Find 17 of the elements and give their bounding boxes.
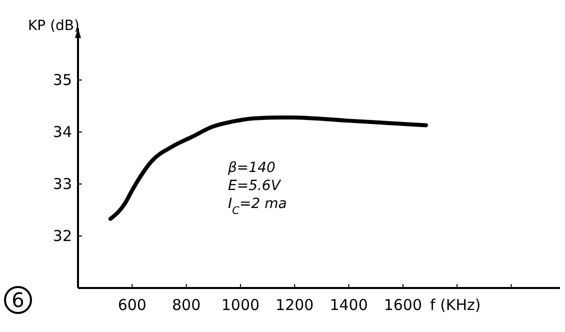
line-series [108,115,428,221]
x-tick-label: 1400 [330,296,368,314]
x-tick-label: 1600 [384,296,422,314]
y-tick-label: 33 [52,175,72,193]
y-axis-title: KP (dB) [28,18,80,34]
text: 6 [12,288,24,312]
annotation: β=140 [227,160,276,176]
x-tick-label: 1000 [221,296,260,314]
x-tick-label: 600 [118,296,146,314]
annotation: I$_{C}$=2 ma [228,196,287,217]
y-tick-label: 32 [52,227,72,245]
x-axis-title: f (KHz) [430,296,481,314]
annotation: E=5.6V [228,178,282,194]
x-tick-label: 800 [172,296,201,314]
y-tick-label: 34 [52,123,72,141]
y-tick-label: 35 [52,71,72,89]
x-tick-label: 1200 [276,296,314,314]
